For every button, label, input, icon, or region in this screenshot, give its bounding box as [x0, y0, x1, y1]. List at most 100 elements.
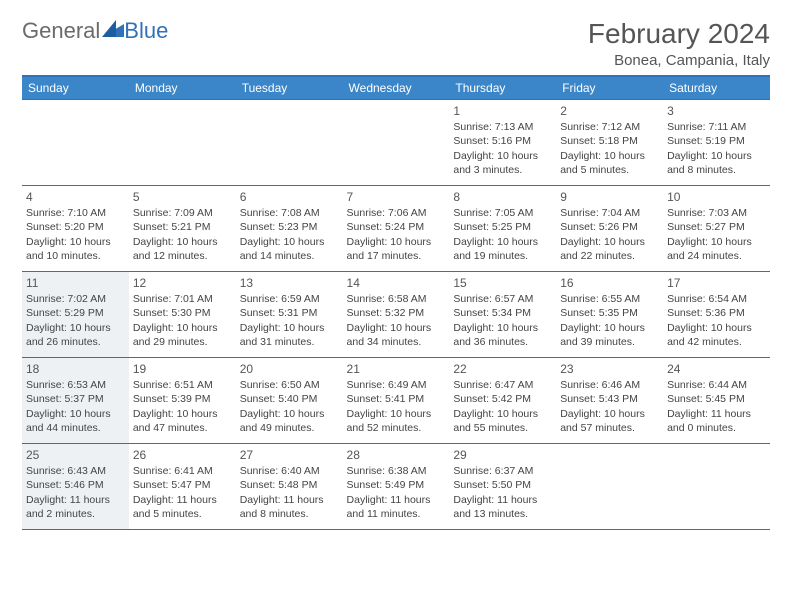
- day-detail: and 26 minutes.: [26, 335, 125, 349]
- logo-text-general: General: [22, 18, 100, 44]
- day-cell: 5Sunrise: 7:09 AMSunset: 5:21 PMDaylight…: [129, 186, 236, 272]
- day-cell: [236, 100, 343, 186]
- day-detail: Daylight: 11 hours: [133, 493, 232, 507]
- title-block: February 2024 Bonea, Campania, Italy: [588, 18, 770, 69]
- day-cell: [663, 444, 770, 530]
- day-detail: Sunrise: 7:02 AM: [26, 292, 125, 306]
- day-detail: Sunset: 5:41 PM: [347, 392, 446, 406]
- dow-wed: Wednesday: [343, 77, 450, 100]
- day-detail: Daylight: 10 hours: [133, 321, 232, 335]
- day-detail: Sunset: 5:24 PM: [347, 220, 446, 234]
- day-detail: Daylight: 11 hours: [453, 493, 552, 507]
- day-detail: Sunrise: 6:38 AM: [347, 464, 446, 478]
- day-detail: Daylight: 10 hours: [133, 235, 232, 249]
- day-cell: 16Sunrise: 6:55 AMSunset: 5:35 PMDayligh…: [556, 272, 663, 358]
- day-cell: 22Sunrise: 6:47 AMSunset: 5:42 PMDayligh…: [449, 358, 556, 444]
- day-detail: Daylight: 10 hours: [560, 149, 659, 163]
- day-detail: Sunrise: 6:53 AM: [26, 378, 125, 392]
- day-number: 26: [133, 447, 232, 463]
- day-detail: Sunset: 5:30 PM: [133, 306, 232, 320]
- day-detail: Daylight: 10 hours: [26, 407, 125, 421]
- day-detail: Sunset: 5:36 PM: [667, 306, 766, 320]
- day-detail: Sunrise: 6:41 AM: [133, 464, 232, 478]
- day-detail: Sunrise: 6:47 AM: [453, 378, 552, 392]
- day-detail: Sunset: 5:32 PM: [347, 306, 446, 320]
- day-detail: and 10 minutes.: [26, 249, 125, 263]
- day-cell: 29Sunrise: 6:37 AMSunset: 5:50 PMDayligh…: [449, 444, 556, 530]
- day-detail: and 49 minutes.: [240, 421, 339, 435]
- day-detail: Daylight: 10 hours: [560, 321, 659, 335]
- day-detail: Sunrise: 6:44 AM: [667, 378, 766, 392]
- day-cell: 26Sunrise: 6:41 AMSunset: 5:47 PMDayligh…: [129, 444, 236, 530]
- logo-mark-icon: [102, 20, 124, 43]
- day-cell: 6Sunrise: 7:08 AMSunset: 5:23 PMDaylight…: [236, 186, 343, 272]
- day-number: 28: [347, 447, 446, 463]
- day-detail: and 19 minutes.: [453, 249, 552, 263]
- day-detail: Daylight: 10 hours: [26, 321, 125, 335]
- calendar-table: Sunday Monday Tuesday Wednesday Thursday…: [22, 77, 770, 530]
- day-cell: 20Sunrise: 6:50 AMSunset: 5:40 PMDayligh…: [236, 358, 343, 444]
- day-detail: Sunrise: 7:01 AM: [133, 292, 232, 306]
- day-detail: and 24 minutes.: [667, 249, 766, 263]
- day-cell: 11Sunrise: 7:02 AMSunset: 5:29 PMDayligh…: [22, 272, 129, 358]
- day-detail: Sunset: 5:21 PM: [133, 220, 232, 234]
- day-detail: Sunrise: 6:40 AM: [240, 464, 339, 478]
- day-detail: Sunset: 5:31 PM: [240, 306, 339, 320]
- day-detail: Sunset: 5:23 PM: [240, 220, 339, 234]
- day-number: 17: [667, 275, 766, 291]
- day-detail: Sunset: 5:50 PM: [453, 478, 552, 492]
- day-cell: 23Sunrise: 6:46 AMSunset: 5:43 PMDayligh…: [556, 358, 663, 444]
- day-detail: Sunrise: 7:03 AM: [667, 206, 766, 220]
- day-number: 9: [560, 189, 659, 205]
- day-cell: 10Sunrise: 7:03 AMSunset: 5:27 PMDayligh…: [663, 186, 770, 272]
- day-detail: and 57 minutes.: [560, 421, 659, 435]
- day-detail: Sunset: 5:37 PM: [26, 392, 125, 406]
- day-number: 3: [667, 103, 766, 119]
- day-detail: Daylight: 10 hours: [347, 321, 446, 335]
- day-detail: Daylight: 10 hours: [453, 407, 552, 421]
- day-cell: [556, 444, 663, 530]
- day-detail: Daylight: 11 hours: [347, 493, 446, 507]
- day-detail: Sunset: 5:16 PM: [453, 134, 552, 148]
- week-row: 11Sunrise: 7:02 AMSunset: 5:29 PMDayligh…: [22, 272, 770, 358]
- day-number: 27: [240, 447, 339, 463]
- day-detail: Sunset: 5:35 PM: [560, 306, 659, 320]
- day-cell: [22, 100, 129, 186]
- day-detail: Sunset: 5:27 PM: [667, 220, 766, 234]
- day-detail: Daylight: 10 hours: [347, 235, 446, 249]
- day-detail: and 36 minutes.: [453, 335, 552, 349]
- day-number: 25: [26, 447, 125, 463]
- day-detail: Sunrise: 7:12 AM: [560, 120, 659, 134]
- logo: General Blue: [22, 18, 168, 44]
- day-number: 15: [453, 275, 552, 291]
- day-cell: 15Sunrise: 6:57 AMSunset: 5:34 PMDayligh…: [449, 272, 556, 358]
- day-detail: and 17 minutes.: [347, 249, 446, 263]
- day-cell: 4Sunrise: 7:10 AMSunset: 5:20 PMDaylight…: [22, 186, 129, 272]
- day-detail: and 42 minutes.: [667, 335, 766, 349]
- day-cell: 24Sunrise: 6:44 AMSunset: 5:45 PMDayligh…: [663, 358, 770, 444]
- day-detail: Sunrise: 7:08 AM: [240, 206, 339, 220]
- dow-fri: Friday: [556, 77, 663, 100]
- day-cell: 28Sunrise: 6:38 AMSunset: 5:49 PMDayligh…: [343, 444, 450, 530]
- week-row: 25Sunrise: 6:43 AMSunset: 5:46 PMDayligh…: [22, 444, 770, 530]
- day-detail: Sunrise: 7:11 AM: [667, 120, 766, 134]
- day-number: 18: [26, 361, 125, 377]
- day-number: 16: [560, 275, 659, 291]
- day-detail: Sunrise: 6:49 AM: [347, 378, 446, 392]
- day-detail: and 34 minutes.: [347, 335, 446, 349]
- day-cell: 18Sunrise: 6:53 AMSunset: 5:37 PMDayligh…: [22, 358, 129, 444]
- day-detail: Sunset: 5:18 PM: [560, 134, 659, 148]
- day-detail: Sunset: 5:42 PM: [453, 392, 552, 406]
- day-detail: Daylight: 10 hours: [240, 321, 339, 335]
- day-detail: Sunrise: 7:10 AM: [26, 206, 125, 220]
- day-detail: and 22 minutes.: [560, 249, 659, 263]
- day-detail: and 31 minutes.: [240, 335, 339, 349]
- dow-sat: Saturday: [663, 77, 770, 100]
- day-number: 23: [560, 361, 659, 377]
- day-number: 6: [240, 189, 339, 205]
- day-detail: Sunset: 5:45 PM: [667, 392, 766, 406]
- day-cell: 17Sunrise: 6:54 AMSunset: 5:36 PMDayligh…: [663, 272, 770, 358]
- day-cell: 25Sunrise: 6:43 AMSunset: 5:46 PMDayligh…: [22, 444, 129, 530]
- day-detail: and 12 minutes.: [133, 249, 232, 263]
- day-detail: Daylight: 11 hours: [240, 493, 339, 507]
